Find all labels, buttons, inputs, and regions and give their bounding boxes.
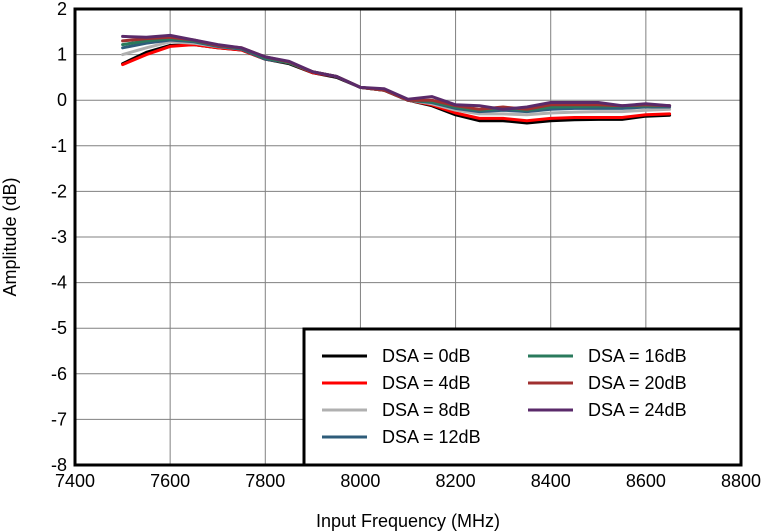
legend-label: DSA = 0dB (382, 346, 471, 366)
y-axis-ticks: 2 1 0 -1 -2 -3 -4 -5 -6 -7 -8 (51, 0, 67, 475)
x-axis-title: Input Frequency (MHz) (316, 511, 500, 531)
legend-label: DSA = 24dB (588, 400, 687, 420)
y-tick-label: -6 (51, 364, 67, 384)
y-tick-label: 1 (57, 45, 67, 65)
series-line-7 (121, 33, 672, 111)
y-tick-label: -1 (51, 136, 67, 156)
plot-frame (73, 7, 743, 467)
legend-label: DSA = 12dB (382, 427, 481, 447)
y-tick-label: -7 (51, 409, 67, 429)
legend: DSA = 0dB DSA = 4dB DSA = 8dB DSA = 12dB DSA… (302, 327, 743, 467)
x-tick-label: 8800 (721, 471, 761, 491)
y-tick-label: -3 (51, 227, 67, 247)
series-line-6 (121, 35, 672, 111)
x-tick-label: 8400 (531, 471, 571, 491)
series-lines (121, 33, 672, 125)
y-tick-label: -5 (51, 318, 67, 338)
x-tick-label: 7400 (55, 471, 95, 491)
x-tick-label: 7800 (245, 471, 285, 491)
y-axis-title: Amplitude (dB) (0, 177, 20, 296)
legend-label: DSA = 16dB (588, 346, 687, 366)
legend-label: DSA = 4dB (382, 373, 471, 393)
legend-label: DSA = 8dB (382, 400, 471, 420)
x-tick-label: 8600 (626, 471, 666, 491)
y-tick-label: -2 (51, 181, 67, 201)
x-tick-label: 8200 (436, 471, 476, 491)
x-axis-ticks: 7400 7600 7800 8000 8200 8400 8600 8800 (55, 471, 761, 491)
series-line-5 (121, 37, 672, 112)
y-tick-label: 2 (57, 0, 67, 19)
x-tick-label: 7600 (150, 471, 190, 491)
legend-box (302, 327, 743, 467)
y-tick-label: 0 (57, 90, 67, 110)
y-tick-label: -4 (51, 273, 67, 293)
legend-label: DSA = 20dB (588, 373, 687, 393)
series-line-4 (121, 38, 672, 114)
y-tick-label: -8 (51, 455, 67, 475)
x-tick-label: 8000 (340, 471, 380, 491)
